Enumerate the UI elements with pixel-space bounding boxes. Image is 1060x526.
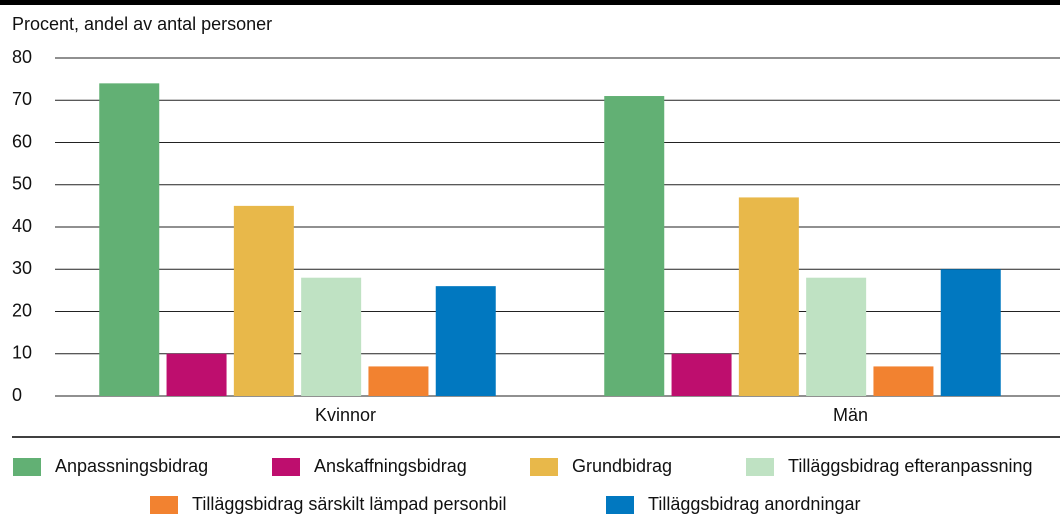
x-tick-label: Kvinnor xyxy=(315,405,376,425)
x-tick-label: Män xyxy=(833,405,868,425)
legend-label: Tilläggsbidrag särskilt lämpad personbil xyxy=(192,494,506,514)
legend-label: Anpassningsbidrag xyxy=(55,456,208,476)
bar xyxy=(166,353,227,396)
y-tick-label: 10 xyxy=(12,343,32,363)
y-tick-label: 60 xyxy=(12,131,32,151)
top-rule xyxy=(0,0,1060,5)
y-tick-label: 20 xyxy=(12,300,32,320)
bar xyxy=(99,83,160,396)
y-tick-label: 30 xyxy=(12,258,32,278)
bar xyxy=(671,353,732,396)
legend-swatch xyxy=(746,458,774,476)
legend-swatch xyxy=(530,458,558,476)
bar xyxy=(806,277,867,396)
bar xyxy=(940,269,1001,396)
y-tick-label: 0 xyxy=(12,385,22,405)
legend-swatch xyxy=(272,458,300,476)
legend-swatch xyxy=(606,496,634,514)
y-tick-label: 40 xyxy=(12,216,32,236)
legend-swatch xyxy=(13,458,41,476)
bar xyxy=(873,366,934,396)
legend-label: Anskaffningsbidrag xyxy=(314,456,467,476)
y-tick-label: 70 xyxy=(12,89,32,109)
legend-swatch xyxy=(150,496,178,514)
bar xyxy=(738,197,799,396)
legend-label: Tilläggsbidrag anordningar xyxy=(648,494,860,514)
bar xyxy=(368,366,429,396)
y-tick-label: 50 xyxy=(12,174,32,194)
bar xyxy=(604,96,665,397)
bar xyxy=(435,286,496,396)
legend-label: Grundbidrag xyxy=(572,456,672,476)
bar xyxy=(301,277,362,396)
bar xyxy=(233,205,294,396)
y-tick-label: 80 xyxy=(12,47,32,67)
y-axis-label: Procent, andel av antal personer xyxy=(12,14,272,34)
legend-label: Tilläggsbidrag efteranpassning xyxy=(788,456,1033,476)
